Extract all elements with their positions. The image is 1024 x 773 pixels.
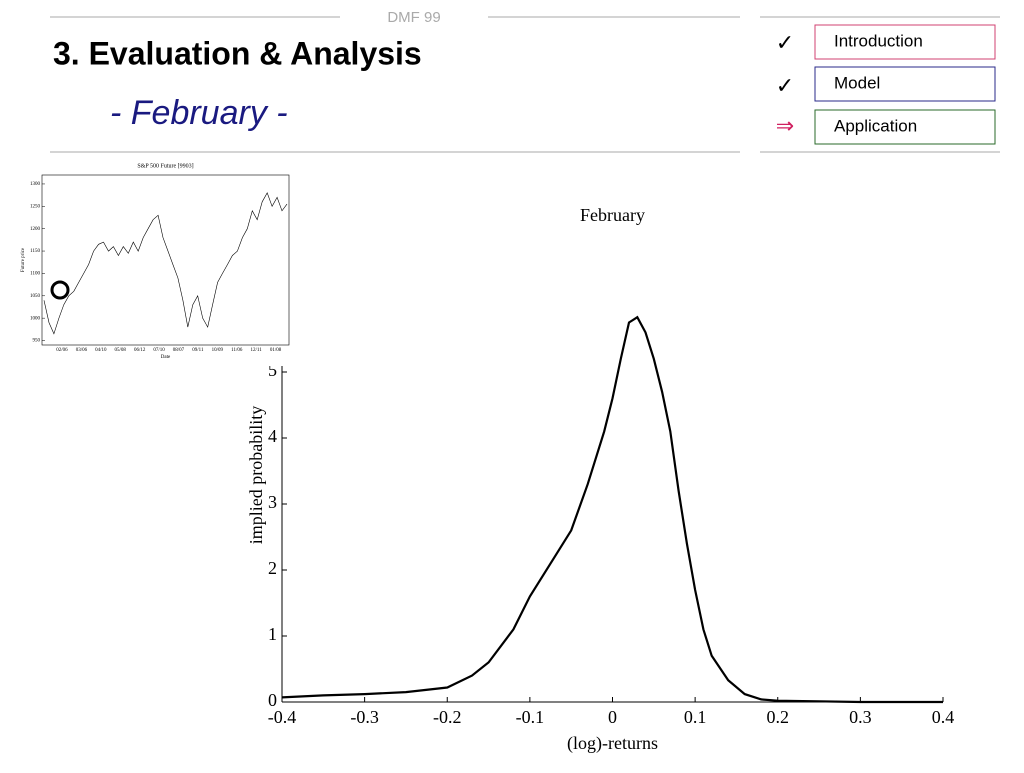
y-tick-label: 4 <box>268 426 277 446</box>
inset-y-tick-label: 1150 <box>30 249 40 254</box>
inset-y-tick-label: 1100 <box>30 272 40 277</box>
price-line <box>43 192 288 335</box>
density-line <box>281 315 943 704</box>
main-chart: February (log)-returns implied probability… <box>246 205 954 754</box>
nav-label[interactable]: Application <box>834 116 917 135</box>
inset-x-tick-label: 09/11 <box>192 348 204 353</box>
x-tick-label: -0.1 <box>516 707 545 727</box>
inset-frame <box>41 174 290 346</box>
inset-y-tick-label: 1250 <box>30 204 41 209</box>
nav-label[interactable]: Model <box>834 73 880 92</box>
nav-box[interactable] <box>814 66 996 102</box>
nav-box[interactable] <box>814 109 996 145</box>
x-tick-label: -0.4 <box>268 707 297 727</box>
nav-box[interactable] <box>814 24 996 60</box>
inset-y-label: Future price <box>21 247 26 272</box>
inset-x-tick-label: 11/06 <box>231 348 243 353</box>
x-tick-label: 0.3 <box>849 707 872 727</box>
inset-y-tick-label: 1000 <box>30 316 41 321</box>
inset-x-tick-label: 08/07 <box>173 348 185 353</box>
x-tick-label: 0 <box>608 707 617 727</box>
inset-y-tick-label: 950 <box>33 339 41 344</box>
slide-subtitle: - February - <box>110 94 288 132</box>
nav-arrow: ⇒ <box>776 113 794 138</box>
x-tick-label: -0.3 <box>350 707 379 727</box>
inset-y-tick-label: 1050 <box>30 294 41 299</box>
inset-x-tick-label: 03/06 <box>76 348 88 353</box>
inset-x-tick-label: 07/10 <box>153 348 165 353</box>
nav-label[interactable]: Introduction <box>834 31 923 50</box>
chart-title: February <box>580 205 645 225</box>
inset-y-tick-label: 1300 <box>30 182 41 187</box>
x-tick-label: 0.2 <box>767 707 790 727</box>
y-tick-label: 0 <box>268 690 277 710</box>
x-axis-label: (log)-returns <box>567 733 658 754</box>
y-axis-label: implied probability <box>246 406 266 544</box>
x-tick-label: 0.1 <box>684 707 707 727</box>
inset-x-tick-label: 05/08 <box>115 348 127 353</box>
slide-title: 3. Evaluation & Analysis <box>53 35 422 71</box>
inset-x-tick-label: 02/06 <box>56 348 68 353</box>
y-tick-label: 5 <box>268 360 277 380</box>
inset-background <box>15 158 293 366</box>
inset-title: S&P 500 Future [9903] <box>137 163 193 169</box>
inset-chart: S&P 500 Future [9903] Date Future price 950… <box>15 158 293 366</box>
x-tick-label: -0.2 <box>433 707 462 727</box>
inset-x-tick-label: 12/11 <box>251 348 263 353</box>
inset-x-tick-label: 06/12 <box>134 348 146 353</box>
nav-check: ✓ <box>776 30 794 55</box>
inset-x-tick-label: 10/09 <box>212 348 224 353</box>
conference: DMF 99 <box>387 9 440 26</box>
y-tick-label: 1 <box>268 624 277 644</box>
inset-x-label: Date <box>161 355 171 360</box>
highlight-circle <box>50 280 70 300</box>
y-tick-label: 2 <box>268 558 277 578</box>
inset-y-tick-label: 1200 <box>30 227 41 232</box>
inset-x-tick-label: 01/08 <box>270 348 282 353</box>
nav-check: ✓ <box>776 73 794 98</box>
y-tick-label: 3 <box>268 492 277 512</box>
inset-x-tick-label: 04/10 <box>95 348 107 353</box>
x-tick-label: 0.4 <box>932 707 955 727</box>
